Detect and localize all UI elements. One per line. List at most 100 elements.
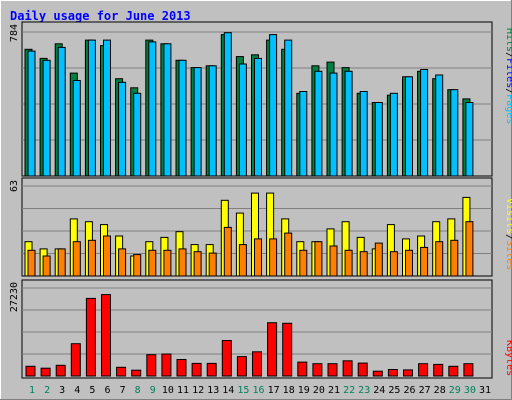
bar-files-day-29 <box>450 89 459 177</box>
bars <box>24 32 474 377</box>
bar-files-day-8 <box>133 92 142 177</box>
legend-sep-3: / <box>504 234 512 240</box>
bar-sites-day-19 <box>299 249 308 277</box>
x-tick-label-day-29: 29 <box>449 385 461 396</box>
bar-sites-day-22 <box>344 249 353 277</box>
x-axis-day-labels: 1 2 3 4 5 6 7 8 9 10 11 12 13 14 15 16 17 18 19 20 21 22 23 24 2… <box>29 385 491 396</box>
bar-sites-day-4 <box>72 241 81 277</box>
bar-sites-day-25 <box>389 251 398 277</box>
bar-sites-day-24 <box>374 242 383 277</box>
legend-hits: Hits <box>504 28 512 52</box>
legend-files: Files <box>504 58 512 88</box>
x-tick-label-day-18: 18 <box>283 385 295 396</box>
bar-kbytes-day-23 <box>357 362 368 377</box>
bar-sites-day-10 <box>163 249 172 277</box>
bar-kbytes-day-24 <box>372 370 383 377</box>
bar-files-day-12 <box>193 67 202 177</box>
x-tick-label-day-11: 11 <box>177 385 189 396</box>
bar-kbytes-day-7 <box>116 366 127 377</box>
bar-sites-day-6 <box>103 235 111 277</box>
bar-kbytes-day-4 <box>70 343 81 377</box>
bar-kbytes-day-13 <box>206 362 217 377</box>
bar-kbytes-day-25 <box>387 369 398 377</box>
bar-files-day-17 <box>269 34 278 177</box>
bar-sites-day-18 <box>284 232 293 277</box>
legend-sep-2: / <box>504 88 512 94</box>
bar-sites-day-11 <box>178 248 187 277</box>
bar-kbytes-day-17 <box>267 322 278 377</box>
x-tick-label-day-23: 23 <box>358 385 370 396</box>
bar-files-day-6 <box>103 39 111 177</box>
bar-sites-day-29 <box>450 239 459 277</box>
bar-files-day-19 <box>299 91 308 177</box>
bar-files-day-24 <box>374 102 383 177</box>
x-tick-label-day-24: 24 <box>373 385 385 396</box>
x-tick-label-day-12: 12 <box>192 385 204 396</box>
x-tick-label-day-19: 19 <box>298 385 310 396</box>
bar-files-day-28 <box>435 74 444 177</box>
bar-sites-day-7 <box>118 248 127 277</box>
x-tick-label-day-4: 4 <box>74 385 80 396</box>
bar-kbytes-day-26 <box>403 369 413 377</box>
x-tick-label-day-20: 20 <box>313 385 325 396</box>
bar-files-day-20 <box>314 70 323 177</box>
x-tick-label-day-15: 15 <box>237 385 249 396</box>
bar-files-day-11 <box>178 59 187 177</box>
bar-kbytes-day-6 <box>101 294 111 377</box>
x-tick-label-day-21: 21 <box>328 385 340 396</box>
ytick-kbytes-max: 27230 <box>9 282 20 312</box>
bar-files-day-15 <box>238 63 247 177</box>
bar-kbytes-day-21 <box>327 363 338 377</box>
bar-kbytes-day-22 <box>342 360 353 377</box>
ytick-visits-max: 63 <box>9 180 20 192</box>
bar-sites-day-16 <box>254 238 262 277</box>
x-tick-label-day-9: 9 <box>150 385 156 396</box>
bar-files-day-27 <box>420 69 429 177</box>
bar-kbytes-day-10 <box>161 353 172 377</box>
bar-kbytes-day-27 <box>418 363 429 377</box>
bar-sites-day-13 <box>208 252 217 277</box>
bar-kbytes-day-12 <box>191 362 202 377</box>
x-tick-label-day-8: 8 <box>135 385 141 396</box>
x-tick-label-day-6: 6 <box>104 385 110 396</box>
bar-sites-day-27 <box>420 246 429 277</box>
legend-visits: Visits <box>504 198 512 234</box>
bar-files-day-18 <box>284 39 293 177</box>
bar-sites-day-2 <box>42 255 51 277</box>
bar-kbytes-day-29 <box>448 365 459 377</box>
bar-kbytes-day-15 <box>236 356 247 377</box>
bar-sites-day-9 <box>148 249 157 277</box>
bar-files-day-30 <box>465 102 474 177</box>
bar-files-day-4 <box>72 80 81 177</box>
x-tick-label-day-30: 30 <box>464 385 476 396</box>
x-tick-label-day-5: 5 <box>89 385 95 396</box>
bar-kbytes-day-18 <box>282 322 293 377</box>
bar-sites-day-17 <box>269 238 278 277</box>
bar-sites-day-12 <box>193 251 202 277</box>
legend-sites: Sites <box>504 240 512 270</box>
chart-title: Daily usage for June 2013 <box>10 9 191 23</box>
bar-files-day-23 <box>359 91 368 177</box>
bar-kbytes-day-20 <box>312 363 323 377</box>
bar-files-day-13 <box>208 65 217 177</box>
bar-sites-day-8 <box>133 254 142 277</box>
ytick-usage-max: 784 <box>9 24 20 42</box>
bar-files-day-5 <box>87 39 96 177</box>
legend-pages: Pages <box>504 94 512 124</box>
bar-files-day-1 <box>27 50 36 177</box>
bar-sites-day-5 <box>87 239 96 277</box>
bar-files-day-10 <box>163 43 172 177</box>
bar-kbytes-day-8 <box>131 369 142 377</box>
bar-files-day-2 <box>42 59 51 177</box>
bar-sites-day-21 <box>329 245 338 277</box>
bar-kbytes-day-2 <box>40 367 51 377</box>
x-tick-label-day-3: 3 <box>59 385 65 396</box>
bar-sites-day-3 <box>57 248 66 277</box>
bar-sites-day-14 <box>223 226 232 277</box>
bar-kbytes-day-1 <box>25 365 36 377</box>
x-tick-label-day-25: 25 <box>388 385 400 396</box>
bar-kbytes-day-9 <box>146 354 157 377</box>
bar-sites-day-23 <box>359 251 368 277</box>
